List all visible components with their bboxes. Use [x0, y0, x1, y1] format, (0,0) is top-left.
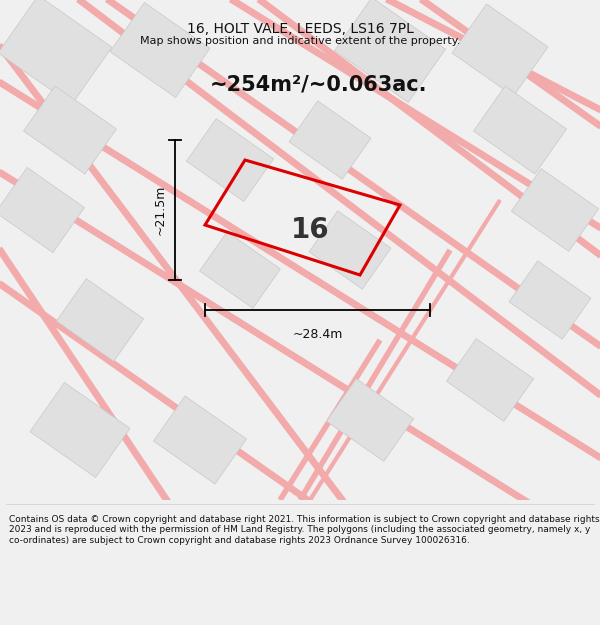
Polygon shape	[56, 279, 143, 361]
Text: Map shows position and indicative extent of the property.: Map shows position and indicative extent…	[140, 36, 460, 46]
Polygon shape	[289, 101, 371, 179]
Text: ~28.4m: ~28.4m	[292, 328, 343, 341]
Polygon shape	[326, 379, 413, 461]
Text: 16, HOLT VALE, LEEDS, LS16 7PL: 16, HOLT VALE, LEEDS, LS16 7PL	[187, 22, 413, 36]
Polygon shape	[200, 232, 280, 308]
Polygon shape	[23, 86, 116, 174]
Polygon shape	[30, 382, 130, 478]
Polygon shape	[473, 86, 566, 174]
Polygon shape	[154, 396, 247, 484]
Polygon shape	[509, 261, 591, 339]
Polygon shape	[446, 339, 533, 421]
Polygon shape	[187, 119, 274, 201]
Polygon shape	[0, 0, 112, 104]
Text: 16: 16	[290, 216, 329, 244]
Polygon shape	[452, 4, 548, 96]
Polygon shape	[334, 0, 446, 102]
Polygon shape	[309, 211, 391, 289]
Polygon shape	[511, 169, 599, 251]
Text: ~21.5m: ~21.5m	[154, 185, 167, 235]
Polygon shape	[0, 168, 85, 252]
Polygon shape	[110, 2, 210, 98]
Text: ~254m²/~0.063ac.: ~254m²/~0.063ac.	[210, 75, 427, 95]
Text: Contains OS data © Crown copyright and database right 2021. This information is : Contains OS data © Crown copyright and d…	[9, 515, 599, 545]
